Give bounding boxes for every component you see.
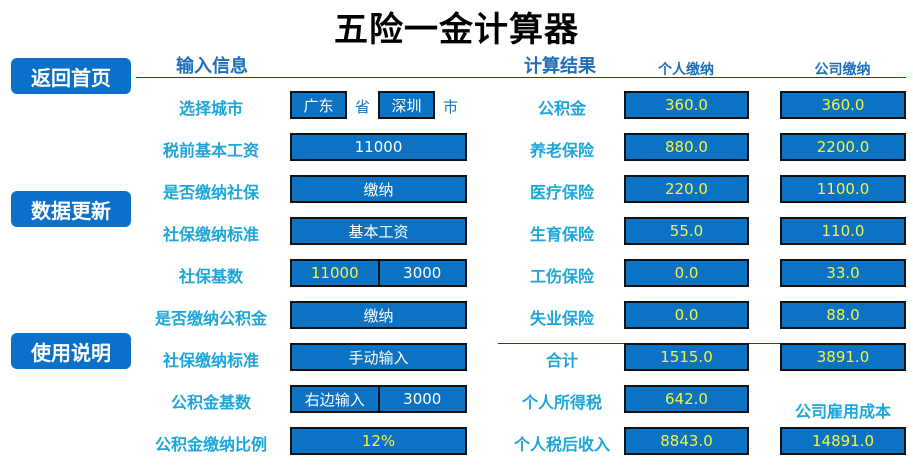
unemployment-personal: 0.0 xyxy=(624,301,749,329)
company-cost-value: 14891.0 xyxy=(780,427,906,455)
input-section-header: 输入信息 xyxy=(176,56,248,77)
result-label-housing-fund: 公积金 xyxy=(537,99,586,118)
fund-ratio-input[interactable]: 12% xyxy=(290,427,467,455)
result-label-net-income: 个人税后收入 xyxy=(513,435,610,454)
housing-fund-company: 360.0 xyxy=(780,91,906,119)
input-label-pay-fund: 是否缴纳公积金 xyxy=(154,309,267,328)
pay-social-select[interactable]: 缴纳 xyxy=(290,175,467,203)
maternity-personal: 55.0 xyxy=(624,217,749,245)
input-label-social-standard: 社保缴纳标准 xyxy=(162,225,259,244)
pension-personal: 880.0 xyxy=(624,133,749,161)
result-label-unemployment: 失业保险 xyxy=(529,309,594,328)
personal-column-header: 个人缴纳 xyxy=(658,62,714,78)
social-standard-select[interactable]: 基本工资 xyxy=(290,217,467,245)
input-label-social-base: 社保基数 xyxy=(178,267,243,286)
housing-fund-personal: 360.0 xyxy=(624,91,749,119)
data-update-button[interactable]: 数据更新 xyxy=(11,191,131,227)
input-label-fund-base: 公积金基数 xyxy=(170,393,251,412)
page-title: 五险一金计算器 xyxy=(334,10,579,50)
input-label-fund-standard: 社保缴纳标准 xyxy=(162,351,259,370)
company-column-header: 公司缴纳 xyxy=(814,62,871,78)
medical-company: 1100.0 xyxy=(780,175,906,203)
fund-standard-select[interactable]: 手动输入 xyxy=(290,343,467,371)
province-suffix: 省 xyxy=(355,98,371,116)
medical-personal: 220.0 xyxy=(624,175,749,203)
salary-input[interactable]: 11000 xyxy=(290,133,467,161)
result-label-injury: 工伤保险 xyxy=(529,267,594,286)
total-company: 3891.0 xyxy=(780,343,906,371)
pay-fund-select[interactable]: 缴纳 xyxy=(290,301,467,329)
net-income-value: 8843.0 xyxy=(624,427,749,455)
social-base-value[interactable]: 11000 xyxy=(310,264,359,282)
income-tax-value: 642.0 xyxy=(624,385,749,413)
home-button[interactable]: 返回首页 xyxy=(11,58,131,94)
unemployment-company: 88.0 xyxy=(780,301,906,329)
total-personal: 1515.0 xyxy=(624,343,749,371)
city-select[interactable]: 深圳 xyxy=(378,91,435,119)
injury-personal: 0.0 xyxy=(624,259,749,287)
input-label-city: 选择城市 xyxy=(178,99,243,118)
help-button[interactable]: 使用说明 xyxy=(11,333,131,369)
header-divider xyxy=(136,77,906,78)
result-label-pension: 养老保险 xyxy=(529,141,594,160)
maternity-company: 110.0 xyxy=(780,217,906,245)
fund-base-input[interactable]: 3000 xyxy=(377,387,466,411)
city-suffix: 市 xyxy=(443,98,459,116)
result-label-medical: 医疗保险 xyxy=(529,183,594,202)
input-label-salary: 税前基本工资 xyxy=(162,141,259,160)
injury-company: 33.0 xyxy=(780,259,906,287)
result-label-maternity: 生育保险 xyxy=(529,225,594,244)
pension-company: 2200.0 xyxy=(780,133,906,161)
result-label-total: 合计 xyxy=(545,351,578,370)
fund-base-field: 右边输入 3000 xyxy=(290,385,467,413)
result-section-header: 计算结果 xyxy=(524,56,596,77)
social-base-min-input[interactable]: 3000 xyxy=(377,261,466,285)
input-label-fund-ratio: 公积金缴纳比例 xyxy=(154,435,267,454)
input-label-pay-social: 是否缴纳社保 xyxy=(162,183,259,202)
province-select[interactable]: 广东 xyxy=(290,91,347,119)
fund-base-mode[interactable]: 右边输入 xyxy=(304,390,365,409)
social-base-field: 11000 3000 xyxy=(290,259,467,287)
company-cost-label: 公司雇用成本 xyxy=(794,402,891,421)
result-label-income-tax: 个人所得税 xyxy=(521,393,602,412)
